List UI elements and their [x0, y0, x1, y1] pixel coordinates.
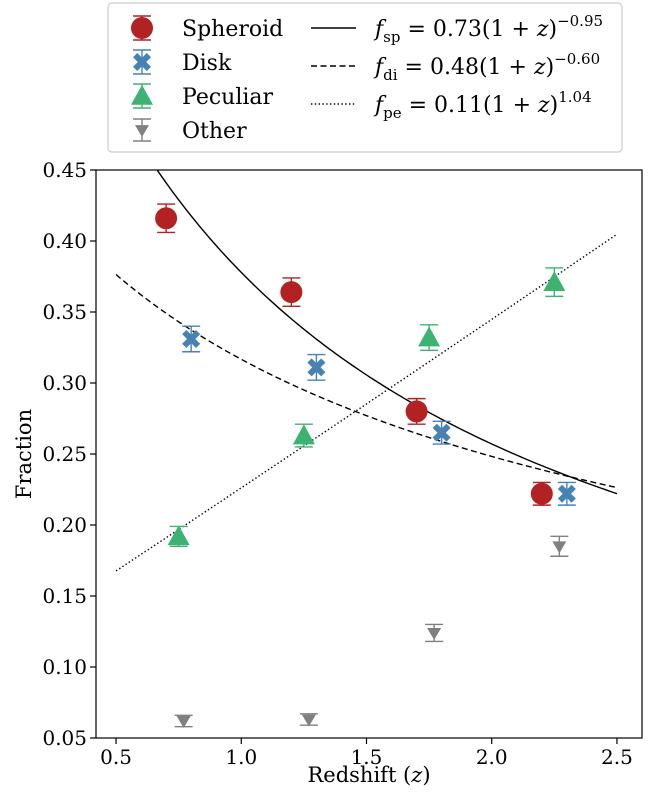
data-point: [292, 424, 315, 445]
legend-marker-peculiar: [131, 85, 153, 105]
legend-label-disk: Disk: [182, 51, 232, 76]
fit-line: [115, 233, 618, 572]
legend-marker-other: [135, 125, 149, 137]
x-tick-label: 1.0: [225, 745, 257, 769]
x-tick-label: 1.5: [351, 745, 383, 769]
y-tick-label: 0.15: [42, 584, 87, 608]
fit-line: [115, 274, 618, 489]
legend-marker-spheroid: [131, 17, 153, 39]
data-point: [167, 525, 190, 546]
y-tick-label: 0.25: [42, 442, 87, 466]
y-tick-label: 0.05: [42, 726, 87, 750]
data-point: [427, 628, 442, 640]
legend-fit-label: fpe = 0.11(1 + z)1.04: [373, 88, 592, 122]
series-disk: [182, 325, 576, 506]
fit-lines: [115, 170, 618, 572]
series-other: [174, 535, 569, 728]
x-tick-label: 2.5: [601, 745, 633, 769]
data-point: [557, 484, 576, 503]
x-tick-label: 2.0: [476, 745, 508, 769]
legend: Spheroid Disk Peculiar Other fsp = 0.73(1 + …: [107, 2, 623, 153]
data-point: [552, 541, 567, 554]
y-tick-label: 0.20: [42, 513, 87, 537]
y-tick-label: 0.30: [42, 371, 87, 395]
x-axis-label: Redshift (z): [307, 763, 430, 787]
data-point: [280, 281, 303, 304]
series-peculiar: [167, 267, 566, 547]
legend-frame: [107, 2, 623, 153]
legend-marker-disk: [133, 53, 151, 71]
legend-items: Spheroid Disk Peculiar Other fsp = 0.73(1 + …: [131, 12, 603, 144]
data-point: [543, 271, 566, 291]
data-points: [155, 203, 576, 728]
series-spheroid: [155, 203, 553, 506]
fit-line: [156, 170, 618, 495]
legend-fit-label: fsp = 0.73(1 + z)−0.95: [373, 12, 603, 46]
legend-label-spheroid: Spheroid: [182, 17, 283, 42]
data-point: [530, 482, 553, 505]
y-tick-label: 0.35: [42, 300, 87, 324]
y-axis: 0.05 0.10 0.15 0.20 0.25 0.30 0.35 0.40 0.45: [42, 158, 96, 750]
y-tick-label: 0.40: [42, 229, 87, 253]
y-tick-label: 0.45: [42, 158, 87, 182]
x-axis: 0.5 1.0 1.5 2.0 2.5: [100, 738, 633, 769]
legend-label-other: Other: [182, 119, 247, 144]
legend-fit-label: fdi = 0.48(1 + z)−0.60: [373, 50, 600, 84]
data-point: [307, 358, 326, 377]
y-axis-label: Fraction: [12, 409, 36, 499]
data-point: [182, 329, 201, 348]
x-tick-label: 0.5: [100, 745, 132, 769]
data-point: [176, 716, 191, 728]
data-point: [301, 714, 316, 727]
data-point: [405, 400, 428, 423]
data-point: [418, 326, 441, 347]
legend-label-peculiar: Peculiar: [182, 85, 274, 110]
data-point: [432, 423, 451, 442]
data-point: [155, 207, 178, 230]
y-tick-label: 0.10: [42, 655, 87, 679]
